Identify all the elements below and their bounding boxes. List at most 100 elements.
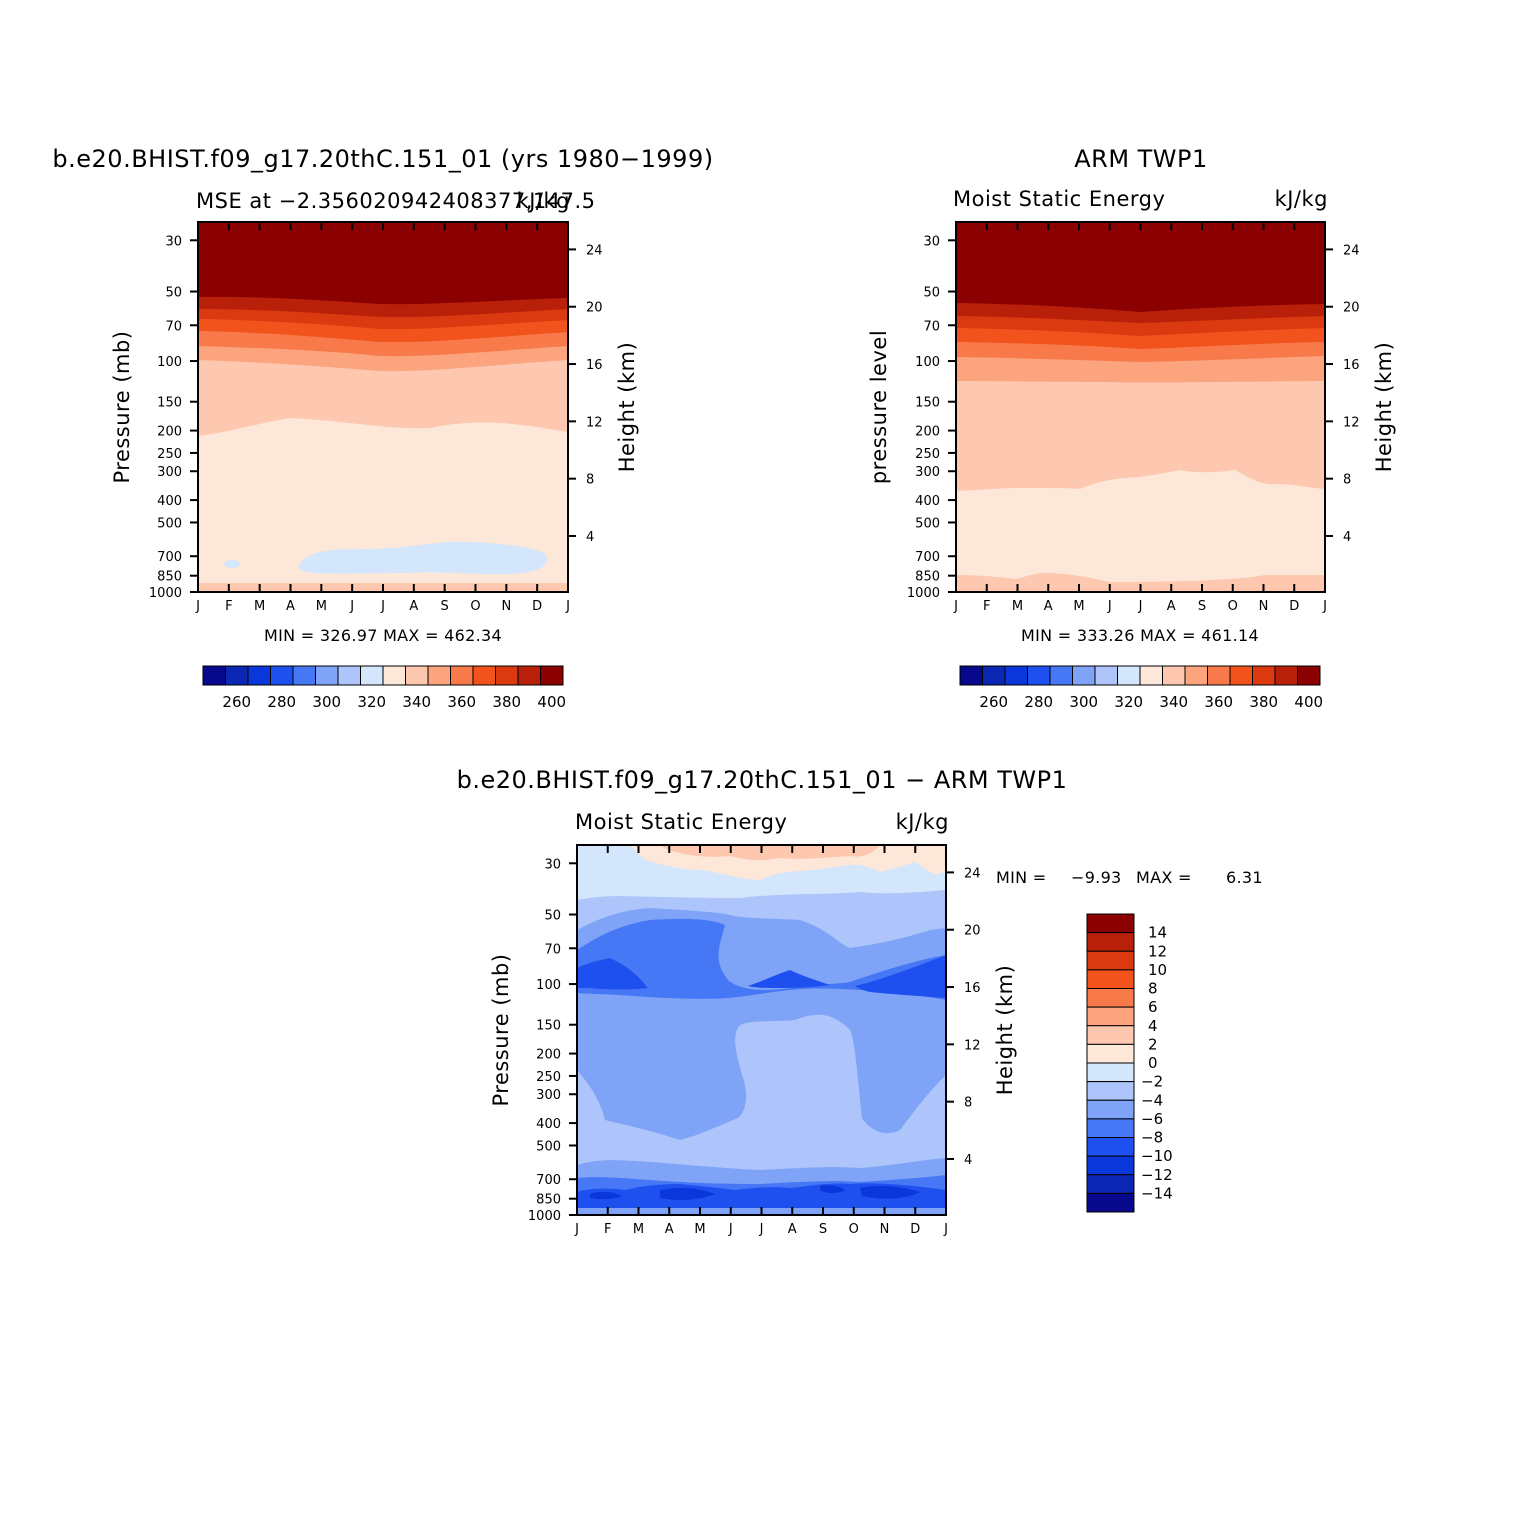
- x-tick-label: A: [665, 1222, 674, 1237]
- colorbar-swatch: [1094, 665, 1118, 686]
- colorbar-swatch: [1274, 665, 1298, 686]
- panel-model-y-axis-label: Pressure (mb): [110, 330, 134, 483]
- colorbar-swatch: [315, 665, 339, 686]
- colorbar-label: 300: [1069, 693, 1098, 711]
- panel-obs-left-string: Moist Static Energy: [953, 187, 1165, 211]
- y-tick-label: 70: [923, 319, 940, 334]
- x-tick-label: J: [1107, 599, 1112, 614]
- colorbar-swatch: [1086, 1043, 1135, 1064]
- y-tick-label: 30: [923, 234, 940, 249]
- colorbar-swatch: [405, 665, 429, 686]
- y2-tick-label: 16: [1343, 358, 1360, 373]
- colorbar-swatch: [292, 665, 316, 686]
- y-tick-label: 850: [915, 570, 940, 585]
- x-tick-label: O: [849, 1222, 859, 1237]
- x-tick-label: J: [759, 1222, 764, 1237]
- colorbar-label: 12: [1148, 942, 1167, 960]
- colorbar-swatch: [1086, 913, 1135, 934]
- y-tick-label: 300: [157, 465, 182, 480]
- colorbar-label: 280: [267, 693, 296, 711]
- contour-m10-m8-upper-right: [855, 955, 946, 998]
- colorbar-label: −4: [1141, 1091, 1163, 1109]
- colorbar-label: 14: [1148, 924, 1167, 942]
- colorbar-label: −8: [1141, 1129, 1163, 1147]
- x-tick-label: M: [633, 1222, 644, 1237]
- panel-model-minmax: MIN = 326.97 MAX = 462.34: [264, 626, 502, 645]
- colorbar-swatch: [270, 665, 294, 686]
- colorbar-swatch: [382, 665, 406, 686]
- x-tick-label: S: [819, 1222, 827, 1237]
- colorbar-swatch: [1086, 969, 1135, 989]
- colorbar-label: 300: [312, 693, 341, 711]
- colorbar-swatch: [1086, 1155, 1135, 1176]
- x-tick-label: M: [254, 599, 265, 614]
- contour-340-350: [956, 470, 1325, 582]
- colorbar-swatch: [540, 665, 564, 686]
- y-tick-label: 300: [915, 465, 940, 480]
- y2-tick-label: 20: [964, 924, 981, 939]
- y2-tick-label: 8: [586, 473, 594, 488]
- y-tick-label: 200: [536, 1048, 561, 1063]
- colorbar-label: 400: [537, 693, 566, 711]
- y-tick-label: 30: [544, 857, 561, 872]
- colorbar-swatch: [472, 665, 496, 686]
- y-tick-label: 200: [157, 425, 182, 440]
- y-tick-label: 250: [915, 447, 940, 462]
- colorbar-swatch: [517, 665, 541, 686]
- panel-obs-title: ARM TWP1: [1074, 145, 1208, 173]
- colorbar-label: 280: [1024, 693, 1053, 711]
- panel-obs-y2-axis-label: Height (km): [1372, 342, 1396, 473]
- colorbar-swatch: [1086, 1137, 1135, 1157]
- panel-diff-left-string: Moist Static Energy: [575, 810, 787, 834]
- colorbar-swatch: [1297, 665, 1321, 686]
- panel-diff-y2-axis-label: Height (km): [993, 965, 1017, 1096]
- contour-m12-m10-d: [820, 1185, 845, 1193]
- panel-model-left-string: MSE at −2.356020942408377,147.5: [196, 189, 596, 213]
- x-tick-label: A: [788, 1222, 797, 1237]
- x-tick-label: J: [953, 599, 958, 614]
- x-tick-label: J: [574, 1222, 579, 1237]
- colorbar-swatch: [450, 665, 474, 686]
- contour-above-410: [956, 222, 1325, 312]
- y-tick-label: 300: [536, 1088, 561, 1103]
- x-tick-label: N: [1259, 599, 1269, 614]
- y-tick-label: 100: [536, 978, 561, 993]
- panel-obs-minmax: MIN = 333.26 MAX = 461.14: [1021, 626, 1259, 645]
- x-tick-label: A: [286, 599, 295, 614]
- colorbar-swatch: [427, 665, 451, 686]
- colorbar-swatch: [1086, 1099, 1135, 1120]
- x-tick-label: O: [1228, 599, 1238, 614]
- colorbar-swatch: [1229, 665, 1253, 686]
- panel-diff: b.e20.BHIST.f09_g17.20thC.151_01 − ARM T…: [457, 766, 1263, 1237]
- y2-tick-label: 20: [586, 301, 603, 316]
- colorbar-swatch: [1086, 1174, 1135, 1194]
- colorbar-swatch: [1086, 988, 1135, 1008]
- contour-330-340-pocket: [298, 541, 547, 575]
- panel-obs-y-axis-label: pressure level: [867, 330, 891, 484]
- panel-diff-contours: [577, 845, 946, 1215]
- contour-m8-m6-upper: [577, 918, 946, 1000]
- x-tick-label: J: [195, 599, 200, 614]
- x-tick-label: M: [1073, 599, 1084, 614]
- y2-tick-label: 4: [586, 530, 594, 545]
- y2-tick-label: 4: [1343, 530, 1351, 545]
- y2-tick-label: 12: [1343, 415, 1360, 430]
- contour-above-410: [198, 222, 568, 305]
- y2-tick-label: 16: [586, 358, 603, 373]
- colorbar-swatch: [1072, 665, 1096, 686]
- panel-model-units: kJ/kg: [517, 189, 570, 213]
- y2-tick-label: 8: [1343, 473, 1351, 488]
- y-tick-label: 1000: [907, 586, 940, 601]
- x-tick-label: F: [604, 1222, 611, 1237]
- colorbar-label: 360: [1204, 693, 1233, 711]
- x-tick-label: M: [316, 599, 327, 614]
- colorbar-label: 6: [1148, 998, 1158, 1016]
- contour-m10-m8-upper-left: [577, 958, 648, 990]
- y-tick-label: 100: [915, 355, 940, 370]
- colorbar-swatch: [982, 665, 1006, 686]
- colorbar-label: 320: [1114, 693, 1143, 711]
- colorbar-swatch: [1049, 665, 1073, 686]
- y-tick-label: 700: [157, 550, 182, 565]
